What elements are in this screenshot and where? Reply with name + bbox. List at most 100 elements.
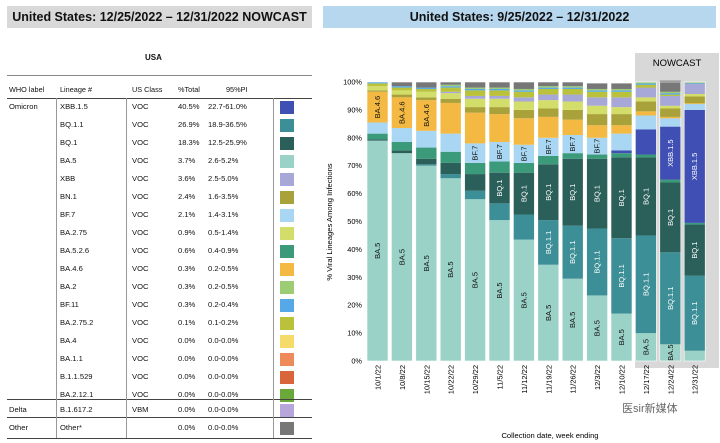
- bar-label: BQ.1: [495, 179, 504, 196]
- lineage-color-swatch: [280, 245, 294, 258]
- bar-segment: [611, 125, 632, 134]
- bar-label: BF.7: [471, 146, 480, 161]
- bar-segment: [513, 101, 535, 110]
- bar-label: BQ.1.1: [617, 264, 626, 287]
- bar-segment: [537, 155, 559, 165]
- bar-label: BQ.1: [519, 185, 528, 202]
- bar-segment: [367, 90, 388, 92]
- table-cell-pi: 1.6-3.5%: [208, 192, 239, 201]
- header-who-label: WHO label: [9, 85, 45, 94]
- bar-segment: [415, 100, 437, 131]
- table-cell-pct: 3.6%: [178, 174, 196, 183]
- bar-label: BA.4.6: [422, 104, 431, 127]
- table-cell-lineage: BA.2.12.1: [60, 390, 94, 399]
- bar-segment: [659, 344, 681, 361]
- table-cell-class: VOC: [132, 192, 149, 201]
- bar-segment: [635, 129, 657, 155]
- table-cell-lineage: B.1.617.2: [60, 405, 93, 414]
- bar-segment: [513, 90, 535, 92]
- bar-segment: [586, 105, 608, 115]
- bar-outline: [561, 81, 584, 362]
- bar-segment: [586, 91, 608, 98]
- table-cell-pct: 40.5%: [178, 102, 200, 111]
- bar-segment: [464, 95, 486, 99]
- bar-outline: [464, 81, 486, 362]
- table-cell-pct: 0.1%: [178, 318, 196, 327]
- table-cell-pi: 0.2-0.5%: [208, 282, 239, 291]
- table-cell-pct: 0.0%: [178, 336, 196, 345]
- x-axis-title: Collection date, week ending: [501, 431, 598, 440]
- x-tick-label: 11/5/22: [496, 365, 505, 389]
- table-cell-pct: 0.0%: [178, 372, 196, 381]
- table-cell-pi: 0.0-0.0%: [208, 390, 239, 399]
- table-cell-pct: 0.0%: [178, 390, 196, 399]
- table-cell-lineage: BA.4.6: [60, 264, 83, 273]
- bar-segment: [489, 114, 510, 142]
- header-pct-total: %Total: [178, 85, 200, 94]
- table-cell-class: VBM: [132, 405, 149, 414]
- bar-segment: [684, 96, 706, 104]
- bar-segment: [611, 90, 632, 92]
- bar-segment: [611, 157, 632, 239]
- table-cell-lineage: BA.1.1: [60, 354, 83, 363]
- bar-segment: [562, 87, 584, 89]
- bar-segment: [586, 90, 608, 92]
- bar-segment: [513, 97, 535, 102]
- bar-segment: [586, 114, 608, 126]
- bar-segment: [513, 82, 535, 89]
- bar-segment: [684, 103, 706, 105]
- bar-label: BA.4.6: [373, 96, 382, 119]
- y-tick-label: 20%: [347, 301, 362, 310]
- bar-segment: [489, 90, 510, 96]
- bar-segment: [635, 83, 657, 85]
- bar-segment: [611, 238, 632, 314]
- table-cell-class: VOC: [132, 372, 149, 381]
- bar-label: BF.7: [544, 139, 553, 154]
- bar-segment: [391, 90, 413, 95]
- bar-segment: [537, 264, 559, 361]
- bar-segment: [367, 122, 388, 134]
- x-tick-label: 10/29/22: [471, 365, 480, 394]
- table-cell-pct: 2.1%: [178, 210, 196, 219]
- x-tick-label: 12/3/22: [593, 365, 602, 390]
- bar-label: BQ.1.1: [593, 250, 602, 273]
- bar-segment: [659, 93, 681, 95]
- table-cell-who: Delta: [9, 405, 27, 414]
- group-divider: [7, 399, 312, 400]
- bar-segment: [513, 118, 535, 145]
- bar-segment: [391, 82, 413, 87]
- table-cell-lineage: Other*: [60, 423, 82, 432]
- table-cell-pi: 0.0-0.0%: [208, 372, 239, 381]
- bar-segment: [562, 82, 584, 87]
- bar-segment: [440, 91, 462, 94]
- x-tick-label: 11/19/22: [544, 365, 553, 394]
- bar-segment: [684, 82, 706, 84]
- bar-segment: [562, 225, 584, 279]
- bar-segment: [586, 295, 608, 361]
- bar-segment: [489, 172, 510, 204]
- table-cell-pct: 0.0%: [178, 405, 196, 414]
- table-top-divider: [7, 75, 312, 76]
- bar-segment: [440, 102, 462, 134]
- bar-segment: [635, 101, 657, 112]
- table-cell-lineage: BQ.1.1: [60, 120, 84, 129]
- bar-segment: [586, 97, 608, 106]
- bar-segment: [562, 135, 584, 154]
- bar-segment: [391, 128, 413, 142]
- table-cell-pct: 0.6%: [178, 246, 196, 255]
- bar-segment: [659, 108, 681, 117]
- bar-segment: [537, 116, 559, 138]
- table-cell-pct: 0.9%: [178, 228, 196, 237]
- table-cell-class: VOC: [132, 336, 149, 345]
- bar-segment: [391, 94, 413, 98]
- bar-segment: [562, 86, 584, 88]
- bar-segment: [537, 100, 559, 109]
- y-tick-label: 60%: [347, 189, 362, 198]
- table-cell-pi: 0.0-0.0%: [208, 336, 239, 345]
- bar-label: BA.5: [519, 292, 528, 308]
- header-divider: [7, 98, 312, 99]
- bar-segment: [464, 90, 486, 96]
- bar-segment: [586, 158, 608, 229]
- right-panel-title: United States: 9/25/2022 – 12/31/2022: [323, 6, 716, 28]
- y-tick-label: 100%: [343, 78, 362, 87]
